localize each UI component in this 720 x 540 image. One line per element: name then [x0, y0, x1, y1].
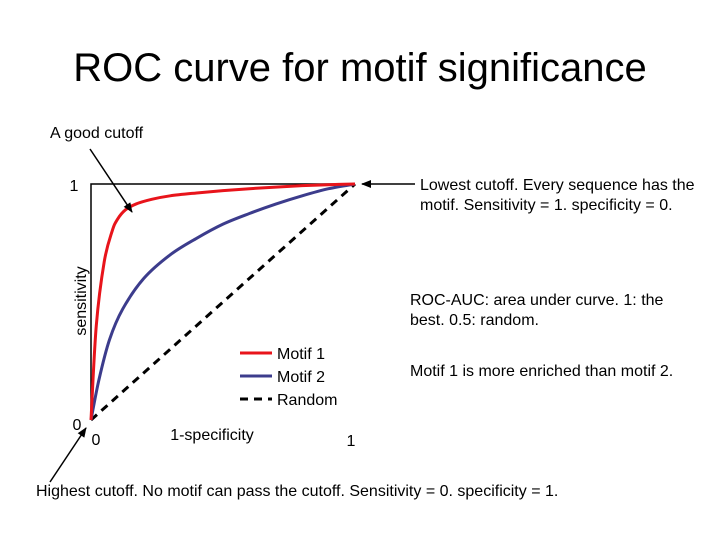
slide-title: ROC curve for motif significance [73, 46, 647, 90]
y-axis-label: sensitivity [73, 266, 90, 335]
series-line-random [90, 182, 356, 422]
x-axis-label: 1-specificity [170, 427, 254, 444]
y-tick-1: 1 [70, 178, 79, 195]
highest-cutoff-note: Highest cutoff. No motif can pass the cu… [36, 483, 559, 500]
legend-label-motif-1: Motif 1 [277, 346, 325, 363]
x-tick-0: 0 [92, 432, 101, 449]
good-cutoff-arrow [89, 148, 133, 213]
x-tick-1: 1 [347, 433, 356, 450]
plot-frame [90, 183, 355, 420]
enrichment-note: Motif 1 is more enriched than motif 2. [410, 363, 674, 380]
series-line-motif-2 [89, 182, 356, 421]
chart-legend: Motif 1 Motif 2 Random [240, 346, 337, 409]
lowest-cutoff-note: Lowest cutoff. Every sequence has the mo… [420, 177, 695, 214]
legend-label-motif-2: Motif 2 [277, 369, 325, 386]
y-tick-0: 0 [73, 417, 82, 434]
roc-auc-note: ROC-AUC: area under curve. 1: the best. … [410, 292, 664, 329]
highest-cutoff-arrow [49, 427, 87, 483]
legend-label-random: Random [277, 392, 337, 409]
series-line-motif-1 [89, 182, 356, 421]
good-cutoff-note: A good cutoff [50, 125, 144, 142]
